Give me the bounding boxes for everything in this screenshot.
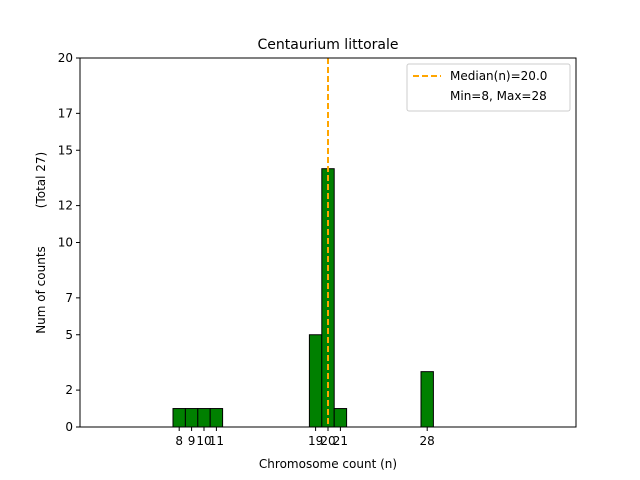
y-tick-label: 15: [58, 143, 73, 157]
x-tick-label: 11: [209, 434, 224, 448]
histogram-bar: [172, 408, 186, 428]
y-axis-ticks: 0 2 5 7 10 12 15 17 20: [58, 51, 80, 434]
x-tick-label: 20: [320, 434, 335, 448]
plot-area: [80, 58, 475, 428]
x-tick-label: 10: [196, 434, 211, 448]
x-tick-label: 28: [420, 434, 435, 448]
legend-box: [406, 63, 571, 112]
x-tick-label: 9: [188, 434, 196, 448]
legend-median-text: Median(n)=20.0: [450, 69, 547, 83]
chart-title: Centaurium littorale: [258, 37, 399, 53]
y-tick-label: 12: [58, 199, 73, 213]
y-tick-label: 0: [65, 420, 73, 434]
histogram-bar: [333, 408, 348, 428]
histogram-bar: [184, 408, 199, 428]
histogram-bar: [209, 408, 224, 428]
x-tick-label: 8: [175, 434, 183, 448]
y-tick-label: 10: [58, 236, 73, 250]
histogram-bar: [420, 371, 434, 428]
legend: Median(n)=20.0 Min=8, Max=28: [406, 63, 571, 112]
y-axis-total-label: (Total 27): [34, 152, 48, 208]
y-tick-label: 17: [58, 106, 73, 120]
y-tick-label: 20: [58, 51, 73, 65]
y-axis-label: Num of counts: [34, 246, 48, 334]
y-tick-label: 2: [65, 383, 73, 397]
y-tick-label: 5: [65, 328, 73, 342]
y-tick-label: 7: [65, 291, 73, 305]
histogram-bar: [308, 334, 323, 428]
x-tick-label: 19: [308, 434, 323, 448]
legend-minmax-text: Min=8, Max=28: [450, 89, 547, 103]
histogram-bar: [197, 408, 211, 428]
x-axis-label: Chromosome count (n): [259, 457, 397, 471]
x-tick-label: 21: [333, 434, 348, 448]
